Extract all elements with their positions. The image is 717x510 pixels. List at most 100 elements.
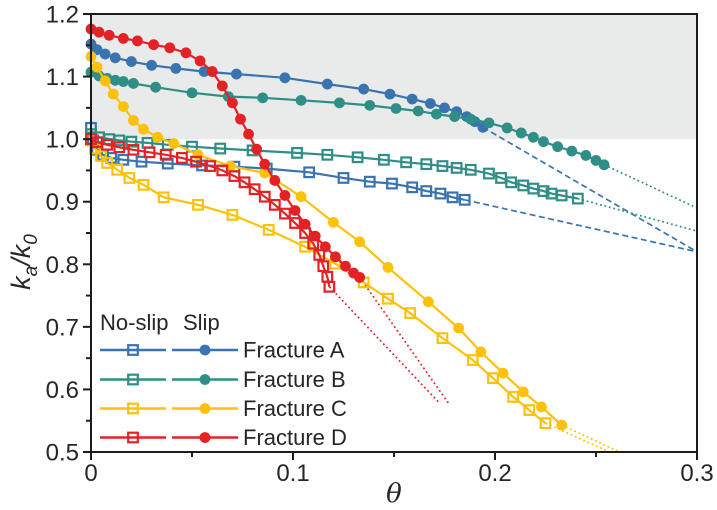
marker-circle	[103, 29, 115, 41]
marker-circle	[431, 108, 442, 120]
marker-open-square	[279, 207, 291, 220]
marker-circle	[295, 94, 307, 106]
legend-open-square-marker	[127, 402, 139, 415]
marker-circle	[364, 99, 376, 111]
legend: No-slip Slip Fracture A Fracture B Fracture …	[100, 310, 347, 450]
marker-circle	[517, 386, 529, 398]
marker-circle	[354, 236, 366, 248]
marker-open-square	[483, 167, 495, 180]
marker-open-square	[505, 176, 518, 189]
marker-open-square	[458, 193, 471, 206]
marker-open-square	[351, 151, 364, 164]
marker-open-square	[507, 391, 520, 403]
marker-circle	[538, 136, 549, 148]
marker-open-square	[523, 404, 536, 416]
marker-circle	[99, 48, 111, 60]
legend-label: Fracture D	[243, 425, 347, 450]
axes: 0 0.1 0.2 0.3 0.5 0.6 0.7 0.8 0.9 1.0 1.1 1.2	[46, 2, 714, 488]
marker-circle	[107, 88, 119, 100]
marker-open-square	[123, 172, 136, 184]
marker-circle	[497, 367, 509, 379]
marker-open-square	[214, 142, 227, 155]
marker-open-square	[420, 158, 433, 171]
y-tick-label: 1.0	[46, 127, 79, 154]
marker-open-square	[555, 189, 568, 202]
marker-open-square	[157, 191, 170, 204]
marker-circle	[146, 59, 158, 71]
legend-label: Fracture A	[243, 338, 345, 363]
extension-lines	[328, 126, 698, 453]
marker-circle	[198, 66, 210, 77]
marker-circle	[164, 42, 176, 54]
y-tick-label: 1.1	[46, 64, 79, 91]
legend-circle-marker	[199, 432, 211, 443]
marker-open-square	[113, 134, 126, 147]
marker-open-square	[313, 249, 326, 261]
marker-open-square	[226, 208, 239, 221]
marker-circle	[340, 260, 351, 272]
marker-circle	[251, 143, 263, 155]
marker-open-square	[378, 153, 390, 166]
marker-circle	[150, 81, 162, 93]
marker-circle	[152, 131, 164, 143]
marker-open-square	[386, 177, 398, 190]
marker-open-square	[113, 141, 126, 154]
series-fracture-d-slip	[85, 23, 366, 283]
marker-open-square	[446, 191, 459, 204]
marker-open-square	[111, 163, 124, 176]
marker-circle	[170, 63, 182, 74]
x-tick-label: 0	[84, 460, 97, 487]
marker-circle	[453, 322, 465, 334]
marker-circle	[412, 105, 424, 117]
marker-open-square	[289, 217, 301, 229]
marker-circle	[475, 346, 487, 358]
marker-open-square	[117, 153, 130, 166]
marker-circle	[449, 111, 460, 123]
marker-circle	[515, 127, 527, 139]
x-tick-label: 0.2	[478, 460, 511, 487]
extension-fracture-c-slip	[561, 424, 619, 453]
marker-circle	[527, 131, 539, 143]
marker-open-square	[382, 292, 394, 305]
marker-circle	[186, 87, 198, 99]
marker-circle	[580, 150, 592, 161]
marker-open-square	[192, 198, 204, 211]
extension-fracture-c-noslip	[545, 422, 609, 453]
marker-open-square	[571, 192, 584, 205]
marker-open-square	[101, 138, 114, 151]
extension-fracture-b-noslip	[577, 197, 698, 232]
marker-open-square	[420, 185, 433, 197]
marker-circle	[382, 262, 394, 273]
marker-circle	[91, 61, 103, 73]
series-line-fracture-a-noslip	[89, 127, 465, 201]
marker-circle	[422, 296, 434, 308]
series-fracture-c-slip	[85, 51, 568, 431]
x-tick-label: 0.1	[276, 460, 309, 487]
marker-open-square	[539, 417, 552, 430]
marker-circle	[259, 158, 271, 170]
marker-open-square	[323, 280, 336, 293]
y-tick-label: 0.9	[46, 189, 79, 216]
marker-circle	[358, 83, 370, 95]
marker-open-square	[176, 152, 188, 164]
legend-open-square-marker	[127, 344, 139, 356]
marker-circle	[125, 56, 137, 67]
marker-circle	[128, 114, 139, 126]
marker-circle	[295, 191, 307, 203]
marker-open-square	[125, 135, 138, 148]
marker-circle	[483, 117, 495, 129]
legend-circle-marker	[199, 403, 211, 414]
marker-open-square	[436, 160, 449, 172]
marker-circle	[465, 113, 477, 125]
marker-open-square	[337, 172, 350, 184]
marker-circle	[309, 230, 321, 242]
marker-circle	[132, 35, 143, 47]
marker-circle	[138, 123, 149, 135]
marker-open-square	[464, 163, 477, 176]
marker-open-square	[228, 170, 241, 182]
legend-header-noslip: No-slip	[100, 310, 168, 335]
marker-open-square	[537, 185, 550, 197]
marker-circle	[180, 47, 192, 59]
marker-circle	[536, 401, 547, 413]
